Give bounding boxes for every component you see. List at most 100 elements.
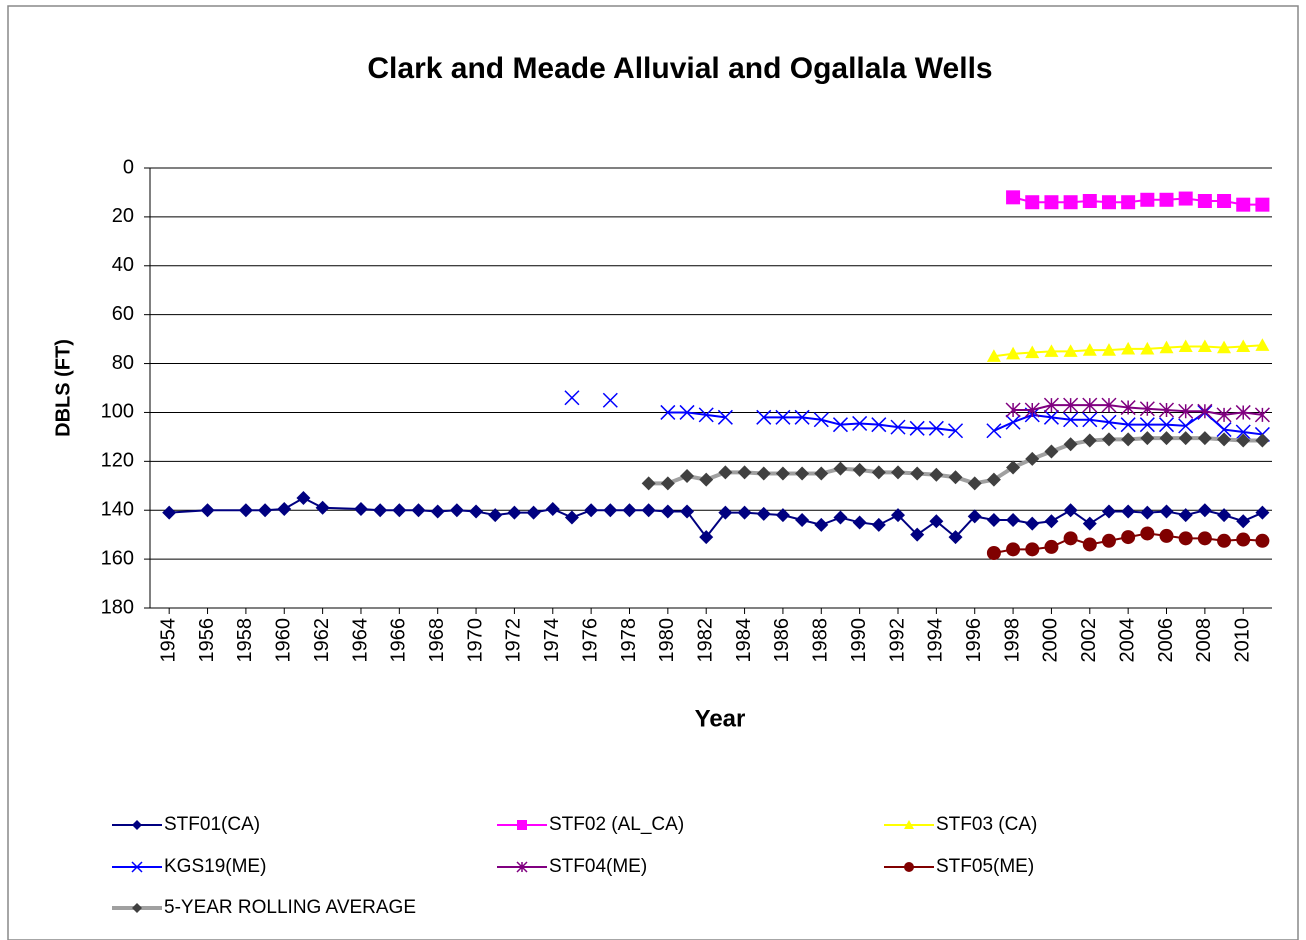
x-axis-label: Year <box>695 705 746 732</box>
marker <box>1216 422 1232 438</box>
marker <box>1082 516 1097 531</box>
marker <box>660 504 675 519</box>
marker <box>488 508 503 523</box>
marker <box>373 503 388 518</box>
marker <box>1197 531 1212 546</box>
marker <box>1217 432 1232 447</box>
x-tick-label: 1956 <box>196 618 218 663</box>
marker <box>469 504 484 519</box>
marker <box>699 472 714 487</box>
x-tick-label: 1974 <box>541 618 563 663</box>
marker <box>1101 504 1116 519</box>
legend-item: STF05(ME) <box>884 856 1034 877</box>
marker <box>1255 505 1270 520</box>
marker <box>699 530 714 545</box>
legend-item: 5-YEAR ROLLING AVERAGE <box>112 897 416 918</box>
marker <box>833 510 848 525</box>
series <box>986 338 1270 362</box>
marker <box>756 466 771 481</box>
marker <box>1139 401 1155 417</box>
marker <box>986 513 1001 527</box>
x-tick-label: 1958 <box>234 618 256 663</box>
marker <box>162 505 177 520</box>
marker <box>584 503 599 518</box>
y-tick-label: 140 <box>101 499 134 521</box>
marker <box>1140 192 1155 207</box>
marker <box>1178 339 1193 353</box>
marker <box>813 412 829 428</box>
series <box>986 526 1270 560</box>
marker <box>517 820 527 830</box>
marker <box>258 503 273 518</box>
marker <box>131 861 143 873</box>
marker <box>775 409 791 425</box>
marker <box>948 470 963 485</box>
marker <box>1006 460 1021 475</box>
marker <box>1044 514 1059 529</box>
marker <box>545 502 560 516</box>
marker <box>1197 403 1213 419</box>
marker <box>516 861 528 873</box>
x-tick-label: 1970 <box>464 618 486 663</box>
x-tick-label: 1980 <box>656 618 678 663</box>
y-tick-label: 160 <box>101 547 134 569</box>
legend-label: STF03 (CA) <box>936 814 1037 835</box>
legend-label: STF02 (AL_CA) <box>549 814 684 835</box>
marker <box>1140 505 1155 520</box>
marker <box>871 517 886 532</box>
x-tick-label: 1996 <box>963 618 985 663</box>
marker <box>832 417 848 433</box>
marker <box>756 409 772 425</box>
marker <box>1082 433 1097 448</box>
marker <box>1178 508 1193 523</box>
x-tick-label: 1976 <box>579 618 601 663</box>
marker <box>1178 418 1194 434</box>
x-tick-label: 1984 <box>733 618 755 663</box>
marker <box>200 503 215 518</box>
marker <box>1063 437 1078 452</box>
marker <box>1006 542 1021 557</box>
x-tick-label: 2000 <box>1040 618 1062 663</box>
legend-item: STF03 (CA) <box>884 814 1037 835</box>
marker <box>1005 402 1021 418</box>
marker <box>1082 412 1098 428</box>
marker <box>1254 407 1270 423</box>
marker <box>1255 433 1270 448</box>
marker <box>1236 197 1251 212</box>
marker <box>1005 414 1021 430</box>
marker <box>1006 346 1021 360</box>
marker <box>1235 424 1251 440</box>
marker <box>1178 403 1194 419</box>
marker <box>1216 407 1232 423</box>
marker <box>1082 343 1097 356</box>
marker <box>1025 542 1040 557</box>
marker <box>775 508 790 523</box>
series <box>1006 190 1270 212</box>
legend-label: KGS19(ME) <box>164 856 266 877</box>
marker <box>1043 397 1059 413</box>
marker <box>1120 400 1136 416</box>
marker <box>132 903 142 913</box>
series <box>1005 397 1270 423</box>
marker <box>641 476 656 491</box>
series <box>162 491 1270 545</box>
marker <box>1025 451 1040 466</box>
marker <box>756 506 771 521</box>
marker <box>1044 444 1059 459</box>
marker <box>1140 341 1155 355</box>
marker <box>680 504 695 519</box>
marker <box>910 466 925 481</box>
legend-label: STF04(ME) <box>549 856 647 877</box>
marker <box>1255 197 1270 212</box>
marker <box>1159 504 1174 519</box>
marker <box>1255 338 1270 351</box>
marker <box>1121 432 1136 447</box>
marker <box>1082 537 1097 552</box>
marker <box>1217 340 1232 354</box>
marker <box>1197 339 1212 353</box>
marker <box>1197 431 1212 446</box>
marker <box>928 420 944 436</box>
marker <box>986 546 1001 560</box>
marker <box>718 465 733 480</box>
marker <box>967 476 982 491</box>
